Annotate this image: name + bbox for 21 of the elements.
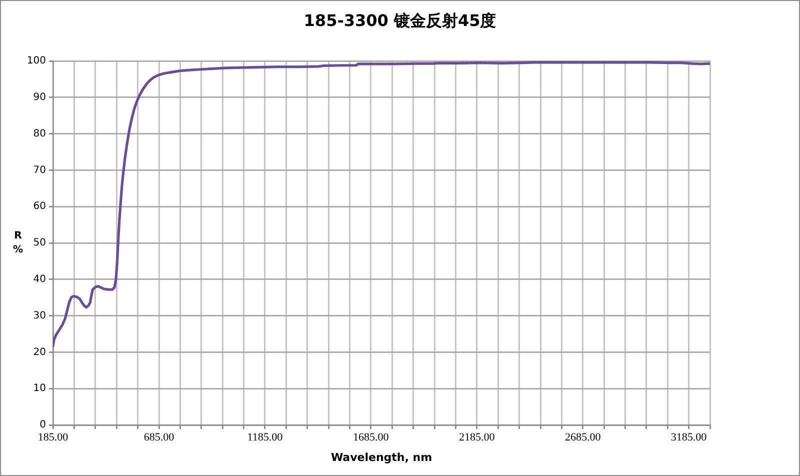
- y-tick-label: 80: [33, 128, 46, 140]
- chart-title: 185-3300 镀金反射45度: [304, 11, 496, 30]
- y-tick-label: 40: [33, 274, 46, 285]
- y-tick-label: 10: [33, 383, 46, 394]
- x-tick-label: 685.00: [144, 431, 175, 444]
- x-axis-title: Wavelength, nm: [330, 450, 432, 464]
- y-axis-title: R %: [12, 230, 24, 256]
- y-tick-label: 50: [33, 238, 46, 249]
- x-tick-label: 185.00: [38, 431, 69, 444]
- y-tick-label: 30: [33, 310, 46, 322]
- x-tick-label: 1685.00: [353, 431, 390, 444]
- y-tick-label: 60: [33, 201, 46, 212]
- x-tick-label: 3185.00: [670, 431, 708, 444]
- y-tick-label: 70: [33, 164, 46, 176]
- y-tick-label: 20: [33, 346, 46, 358]
- x-tick-label: 1185.00: [247, 431, 284, 444]
- y-tick-label: 100: [26, 56, 46, 67]
- y-tick-label: 90: [33, 92, 46, 103]
- x-tick-label: 2685.00: [564, 431, 602, 444]
- x-tick-label: 2185.00: [458, 431, 496, 444]
- y-tick-label: 0: [40, 420, 46, 431]
